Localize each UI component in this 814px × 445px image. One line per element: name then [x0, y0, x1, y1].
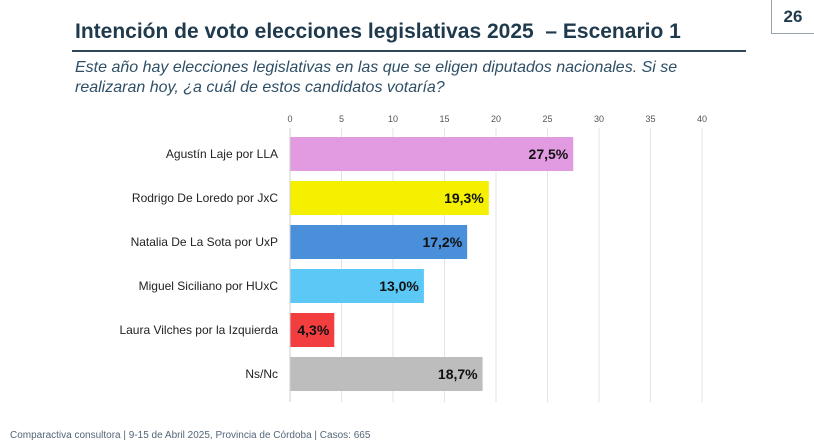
category-label: Ns/Nc: [245, 367, 278, 381]
category-label: Rodrigo De Loredo por JxC: [132, 191, 278, 205]
page-number: 26: [771, 0, 814, 34]
footer-source: Comparactiva consultora | 9-15 de Abril …: [10, 430, 371, 441]
bar: [290, 269, 424, 303]
x-tick-label: 20: [491, 114, 501, 124]
data-label: 18,7%: [438, 366, 478, 382]
bar: [290, 357, 483, 391]
x-tick-label: 35: [645, 114, 655, 124]
chart-title-suffix: – Escenario 1: [545, 20, 681, 43]
data-label: 13,0%: [379, 278, 419, 294]
x-tick-label: 15: [439, 114, 449, 124]
chart-title-main: Intención de voto elecciones legislativa…: [75, 20, 534, 43]
x-tick-label: 10: [388, 114, 398, 124]
category-label: Agustín Laje por LLA: [166, 147, 278, 161]
x-tick-label: 0: [287, 114, 292, 124]
bar: [290, 225, 468, 259]
bar: [290, 137, 574, 171]
x-tick-label: 40: [697, 114, 707, 124]
data-label: 27,5%: [529, 146, 569, 162]
data-label: 17,2%: [422, 234, 462, 250]
data-label: 4,3%: [297, 322, 329, 338]
title-divider: [72, 50, 746, 52]
bar: [290, 313, 335, 347]
category-label: Miguel Siciliano por HUxC: [139, 279, 279, 293]
chart-title: Intención de voto elecciones legislativa…: [75, 20, 681, 44]
bar: [290, 181, 489, 215]
x-tick-label: 25: [542, 114, 552, 124]
data-label: 19,3%: [444, 190, 484, 206]
category-label: Laura Vilches por la Izquierda: [119, 323, 278, 337]
x-tick-label: 5: [339, 114, 344, 124]
x-tick-label: 30: [594, 114, 604, 124]
category-label: Natalia De La Sota por UxP: [131, 235, 278, 249]
chart-subtitle: Este año hay elecciones legislativas en …: [75, 59, 678, 96]
